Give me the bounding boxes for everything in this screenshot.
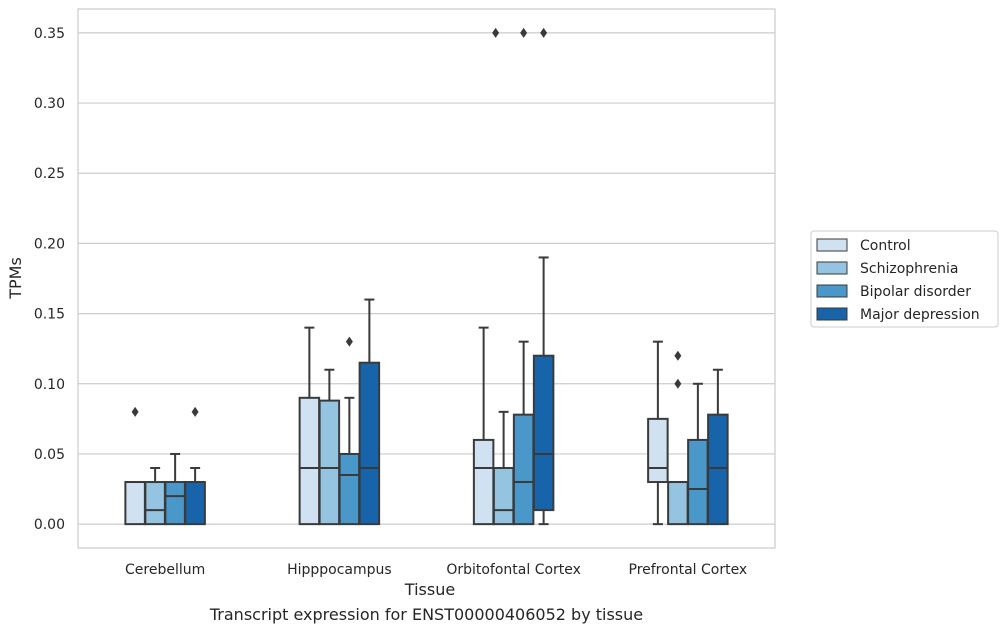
box-schizophrenia [318, 368, 341, 526]
box-control [647, 340, 669, 526]
y-tick-label: 0.10 [34, 377, 65, 393]
y-tick-label: 0.15 [34, 307, 65, 323]
legend-label: Bipolar disorder [860, 284, 971, 300]
y-tick-label: 0.05 [34, 447, 65, 463]
box-body [687, 438, 709, 526]
legend-swatch [816, 261, 848, 275]
y-tick-label: 0.20 [34, 236, 65, 252]
box-body [298, 396, 321, 526]
y-axis-label: TPMs [6, 257, 25, 300]
legend-label: Schizophrenia [860, 261, 958, 277]
x-tick-label: Prefrontal Cortex [629, 562, 748, 578]
y-tick-label: 0.35 [34, 26, 65, 42]
box-body [707, 413, 729, 526]
box-body [338, 452, 361, 526]
box-body [472, 438, 495, 526]
x-tick-label: Cerebellum [125, 562, 205, 578]
box-body [144, 481, 166, 526]
legend: Control Schizophrenia Bipolar disorder Majo… [810, 230, 999, 328]
legend-label: Major depression [860, 307, 980, 323]
y-tick-label: 0.30 [34, 96, 65, 112]
legend-frame [810, 230, 999, 328]
box-body [667, 481, 689, 526]
y-tick-label: 0.00 [34, 517, 65, 533]
box-major-depression [358, 298, 381, 526]
box-major-depression [184, 406, 206, 526]
box-major-depression [707, 368, 729, 526]
x-tick-label: Hipppocampus [287, 562, 392, 578]
y-axis-ticks: 0.00 0.05 0.10 0.15 0.20 0.25 0.30 0.35 [34, 26, 65, 533]
x-axis-label: Tissue [404, 580, 455, 599]
y-tick-label: 0.25 [34, 166, 65, 182]
outlier-point [191, 406, 199, 417]
box-body [184, 481, 206, 526]
outlier-point [520, 27, 528, 38]
box-body [358, 361, 381, 526]
figure-caption: Transcript expression for ENST0000040605… [209, 605, 644, 624]
box-body [492, 466, 515, 526]
outlier-point [674, 350, 682, 361]
box-body [512, 413, 535, 526]
outlier-point [540, 27, 548, 38]
legend-swatch [816, 284, 848, 298]
gridlines [78, 32, 775, 525]
box-schizophrenia [492, 410, 515, 526]
box-body [318, 399, 341, 526]
outlier-point [345, 336, 353, 347]
x-axis-ticks: Cerebellum Hipppocampus Orbitofontal Corte… [125, 562, 747, 578]
outlier-point [492, 27, 500, 38]
box-groups [124, 27, 729, 526]
box-control [472, 326, 495, 526]
plot-area [77, 8, 776, 549]
legend-label: Control [860, 238, 911, 254]
box-body [164, 481, 186, 526]
legend-swatch [816, 307, 848, 321]
outlier-point [131, 406, 139, 417]
box-body [532, 354, 555, 512]
legend-swatch [816, 238, 848, 252]
outlier-point [674, 378, 682, 389]
x-tick-label: Orbitofontal Cortex [446, 562, 581, 578]
box-body [124, 481, 146, 526]
box-major-depression [532, 27, 555, 526]
box-body [647, 417, 669, 484]
